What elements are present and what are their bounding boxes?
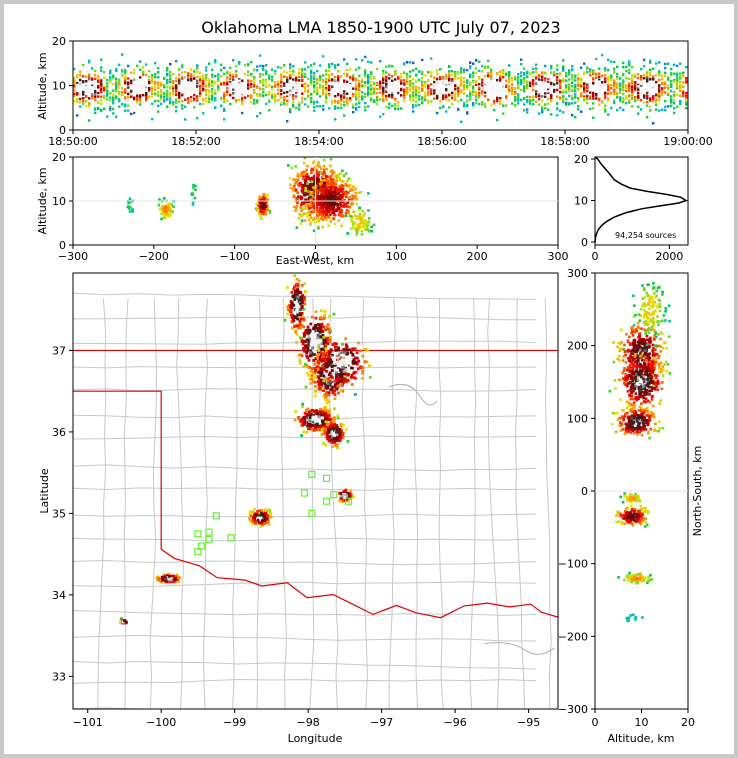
hist-ytick-1: 10 bbox=[574, 195, 588, 208]
ew-height-xtick-1: −200 bbox=[139, 250, 169, 263]
plan-view-ytick-1: 34 bbox=[52, 589, 66, 602]
ew-height-xlabel: East-West, km bbox=[276, 254, 354, 267]
figure-title: Oklahoma LMA 1850-1900 UTC July 07, 2023 bbox=[201, 18, 560, 37]
plan-view-ytick-4: 37 bbox=[52, 344, 66, 357]
ew-height-ytick-1: 10 bbox=[52, 195, 66, 208]
altitude-histogram-line bbox=[594, 156, 688, 243]
ew-height-xtick-4: 100 bbox=[386, 250, 407, 263]
ns-height-ytick-4: 100 bbox=[567, 412, 588, 425]
plan-view-ylabel: Latitude bbox=[38, 468, 51, 514]
time-height-xtick-1: 18:52:00 bbox=[171, 135, 220, 148]
plan-view-xtick-6: −95 bbox=[517, 716, 540, 729]
ns-height-ytick-2: −100 bbox=[558, 558, 588, 571]
time-height-ytick-0: 0 bbox=[59, 124, 66, 137]
ew-height-ylabel: Altitude, km bbox=[36, 167, 49, 234]
altitude-histogram-axes: 0 2000 0 10 20 bbox=[574, 153, 683, 263]
time-height-axes: 0 10 20 18:50:00 18:52:00 18:54:00 18:56:00 18:… bbox=[48, 35, 712, 148]
ns-height-ytick-3: 0 bbox=[581, 485, 588, 498]
ew-height-axes: −300 −200 −100 0 100 200 300 0 10 20 bbox=[52, 151, 569, 263]
figure-frame: Oklahoma LMA 1850-1900 UTC July 07, 2023… bbox=[4, 4, 734, 754]
altitude-histogram-panel: 0 2000 0 10 20 94,254 sources bbox=[574, 153, 689, 263]
ns-height-ylabel: North-South, km bbox=[691, 446, 704, 537]
ns-height-xtick-2: 20 bbox=[681, 716, 695, 729]
time-height-xtick-3: 18:56:00 bbox=[417, 135, 466, 148]
lma-figure: Oklahoma LMA 1850-1900 UTC July 07, 2023… bbox=[36, 18, 713, 745]
plan-view-xtick-2: −99 bbox=[223, 716, 246, 729]
time-height-sources bbox=[73, 53, 688, 125]
ew-height-xtick-3: 0 bbox=[312, 250, 319, 263]
plan-view-xtick-4: −97 bbox=[370, 716, 393, 729]
ns-height-xtick-0: 0 bbox=[592, 716, 599, 729]
lma-station bbox=[322, 497, 331, 505]
ns-height-axes: 0 10 20 −300 −200 −100 0 100 200 300 bbox=[558, 267, 695, 729]
plan-view-ytick-2: 35 bbox=[52, 507, 66, 520]
lma-station bbox=[344, 497, 353, 505]
hist-xtick-0: 0 bbox=[592, 250, 599, 263]
lma-station bbox=[300, 489, 309, 497]
hist-ytick-2: 20 bbox=[574, 153, 588, 166]
plan-view-xlabel: Longitude bbox=[288, 732, 343, 745]
lma-station bbox=[205, 535, 213, 544]
ns-height-xtick-1: 10 bbox=[635, 716, 649, 729]
time-height-ytick-2: 20 bbox=[52, 35, 66, 48]
lma-station bbox=[227, 534, 235, 542]
time-height-xtick-2: 18:54:00 bbox=[294, 135, 343, 148]
ew-height-xtick-0: −300 bbox=[58, 250, 88, 263]
lma-station bbox=[308, 509, 316, 518]
hist-ytick-0: 0 bbox=[581, 236, 588, 249]
time-height-ytick-1: 10 bbox=[52, 80, 66, 93]
ew-height-sources bbox=[126, 157, 376, 236]
ew-height-ytick-0: 0 bbox=[59, 239, 66, 252]
plan-view-panel: −101 −100 −99 −98 −97 −96 −95 33 34 35 36 37 Longit… bbox=[38, 272, 559, 745]
time-height-panel: 0 10 20 18:50:00 18:52:00 18:54:00 18:56:00 18:… bbox=[36, 35, 713, 148]
ns-height-panel: 0 10 20 −300 −200 −100 0 100 200 300 Altitude, km… bbox=[558, 267, 704, 745]
time-height-xtick-4: 18:58:00 bbox=[540, 135, 589, 148]
source-count-label: 94,254 sources bbox=[615, 231, 676, 240]
time-height-xtick-5: 19:00:00 bbox=[663, 135, 712, 148]
ns-height-ytick-5: 200 bbox=[567, 340, 588, 353]
ns-height-sources bbox=[608, 281, 672, 623]
ew-height-xtick-6: 300 bbox=[548, 250, 569, 263]
plan-view-xtick-0: −101 bbox=[73, 716, 103, 729]
lma-station bbox=[330, 491, 338, 499]
time-height-xtick-0: 18:50:00 bbox=[48, 135, 97, 148]
time-height-ylabel: Altitude, km bbox=[36, 52, 49, 119]
ns-height-xlabel: Altitude, km bbox=[607, 732, 674, 745]
plan-view-xtick-3: −98 bbox=[297, 716, 320, 729]
lma-station bbox=[194, 530, 202, 538]
lma-stations bbox=[194, 470, 353, 556]
lma-station bbox=[212, 512, 220, 520]
lma-station bbox=[308, 470, 316, 478]
lma-station bbox=[197, 542, 206, 550]
ns-height-ytick-6: 300 bbox=[567, 267, 588, 280]
plan-view-ytick-3: 36 bbox=[52, 426, 66, 439]
ew-height-xtick-2: −100 bbox=[220, 250, 250, 263]
hist-xtick-1: 2000 bbox=[655, 250, 683, 263]
plan-view-sources bbox=[118, 274, 372, 625]
plan-view-xtick-5: −96 bbox=[444, 716, 467, 729]
plan-view-axes: −101 −100 −99 −98 −97 −96 −95 33 34 35 36 37 bbox=[52, 344, 540, 729]
plan-view-ytick-0: 33 bbox=[52, 670, 66, 683]
lma-station bbox=[194, 548, 202, 556]
lma-station bbox=[205, 528, 213, 536]
lma-station bbox=[322, 474, 331, 482]
ew-height-ytick-2: 20 bbox=[52, 151, 66, 164]
ns-height-ytick-0: −300 bbox=[558, 703, 588, 716]
plan-view-map bbox=[73, 292, 558, 709]
ew-height-xtick-5: 200 bbox=[467, 250, 488, 263]
plan-view-xtick-1: −100 bbox=[146, 716, 176, 729]
ns-height-ytick-1: −200 bbox=[558, 630, 588, 643]
ew-height-panel: −300 −200 −100 0 100 200 300 0 10 20 East-West, k… bbox=[36, 151, 569, 267]
